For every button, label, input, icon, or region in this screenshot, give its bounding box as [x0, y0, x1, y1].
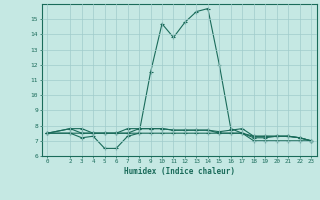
- X-axis label: Humidex (Indice chaleur): Humidex (Indice chaleur): [124, 167, 235, 176]
